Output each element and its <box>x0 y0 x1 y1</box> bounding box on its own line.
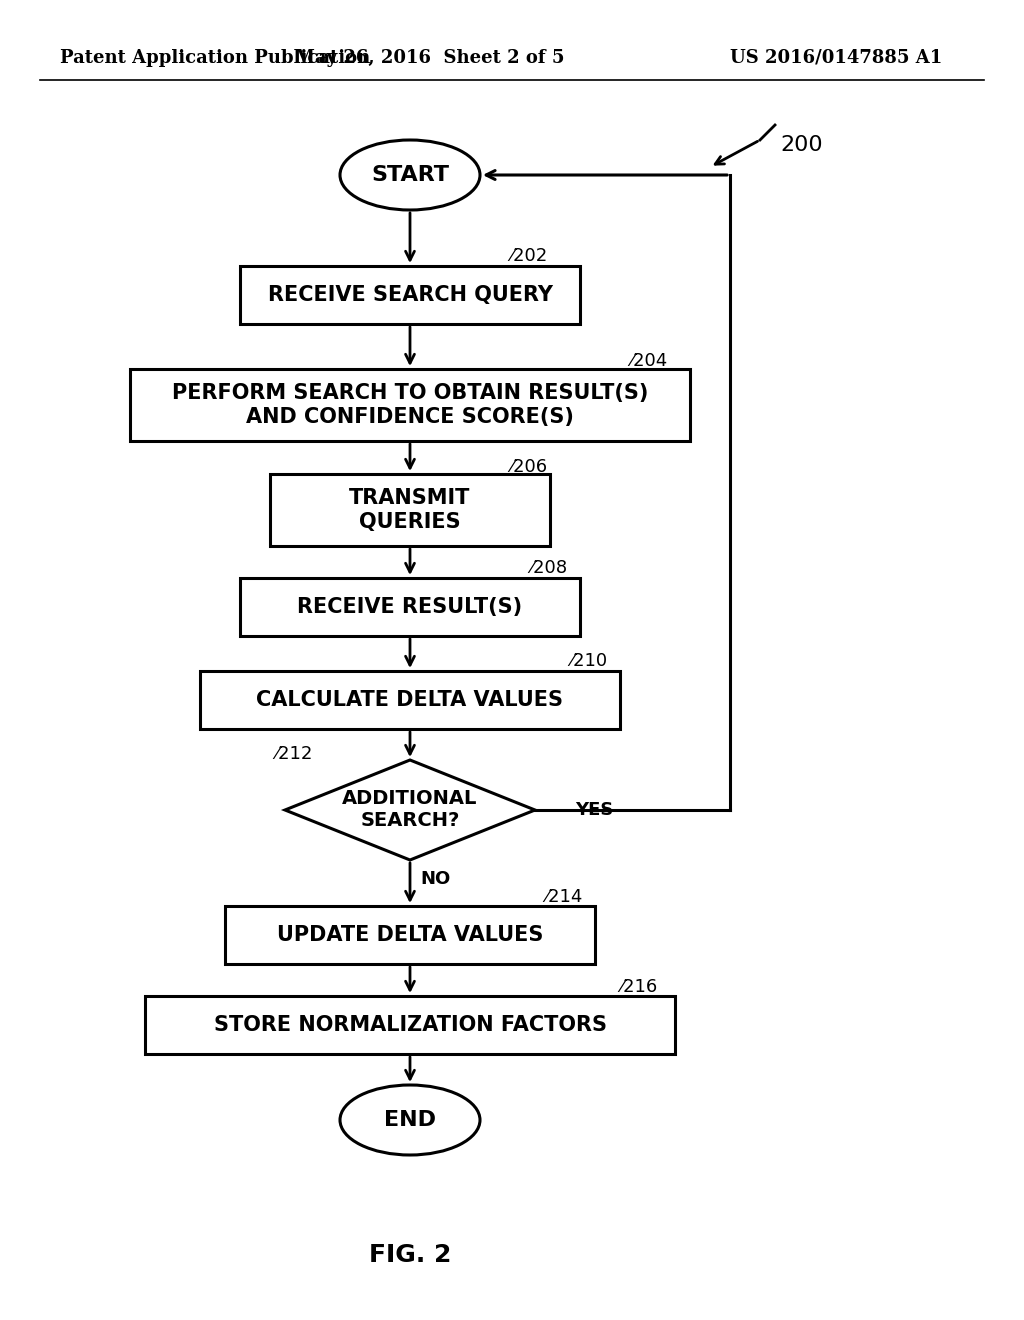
Text: RECEIVE RESULT(S): RECEIVE RESULT(S) <box>297 597 522 616</box>
Text: END: END <box>384 1110 436 1130</box>
Text: STORE NORMALIZATION FACTORS: STORE NORMALIZATION FACTORS <box>213 1015 606 1035</box>
Text: Patent Application Publication: Patent Application Publication <box>60 49 371 67</box>
Text: ⁄210: ⁄210 <box>570 652 607 671</box>
Text: UPDATE DELTA VALUES: UPDATE DELTA VALUES <box>276 925 543 945</box>
Text: START: START <box>371 165 449 185</box>
Text: CALCULATE DELTA VALUES: CALCULATE DELTA VALUES <box>256 690 563 710</box>
Text: ADDITIONAL
SEARCH?: ADDITIONAL SEARCH? <box>342 789 477 830</box>
Text: 200: 200 <box>780 135 822 154</box>
Text: ⁄202: ⁄202 <box>510 247 547 265</box>
Text: US 2016/0147885 A1: US 2016/0147885 A1 <box>730 49 942 67</box>
Text: PERFORM SEARCH TO OBTAIN RESULT(S)
AND CONFIDENCE SCORE(S): PERFORM SEARCH TO OBTAIN RESULT(S) AND C… <box>172 383 648 426</box>
Text: NO: NO <box>420 870 451 888</box>
Text: ⁄214: ⁄214 <box>545 888 583 906</box>
Text: ⁄212: ⁄212 <box>275 744 312 763</box>
Text: RECEIVE SEARCH QUERY: RECEIVE SEARCH QUERY <box>267 285 553 305</box>
Text: TRANSMIT
QUERIES: TRANSMIT QUERIES <box>349 488 471 532</box>
Text: ⁄206: ⁄206 <box>510 458 547 477</box>
Text: FIG. 2: FIG. 2 <box>369 1243 452 1267</box>
Text: ⁄216: ⁄216 <box>620 978 657 997</box>
Text: May 26, 2016  Sheet 2 of 5: May 26, 2016 Sheet 2 of 5 <box>295 49 565 67</box>
Text: ⁄208: ⁄208 <box>530 558 567 577</box>
Text: ⁄204: ⁄204 <box>630 352 668 370</box>
Text: YES: YES <box>575 801 613 818</box>
